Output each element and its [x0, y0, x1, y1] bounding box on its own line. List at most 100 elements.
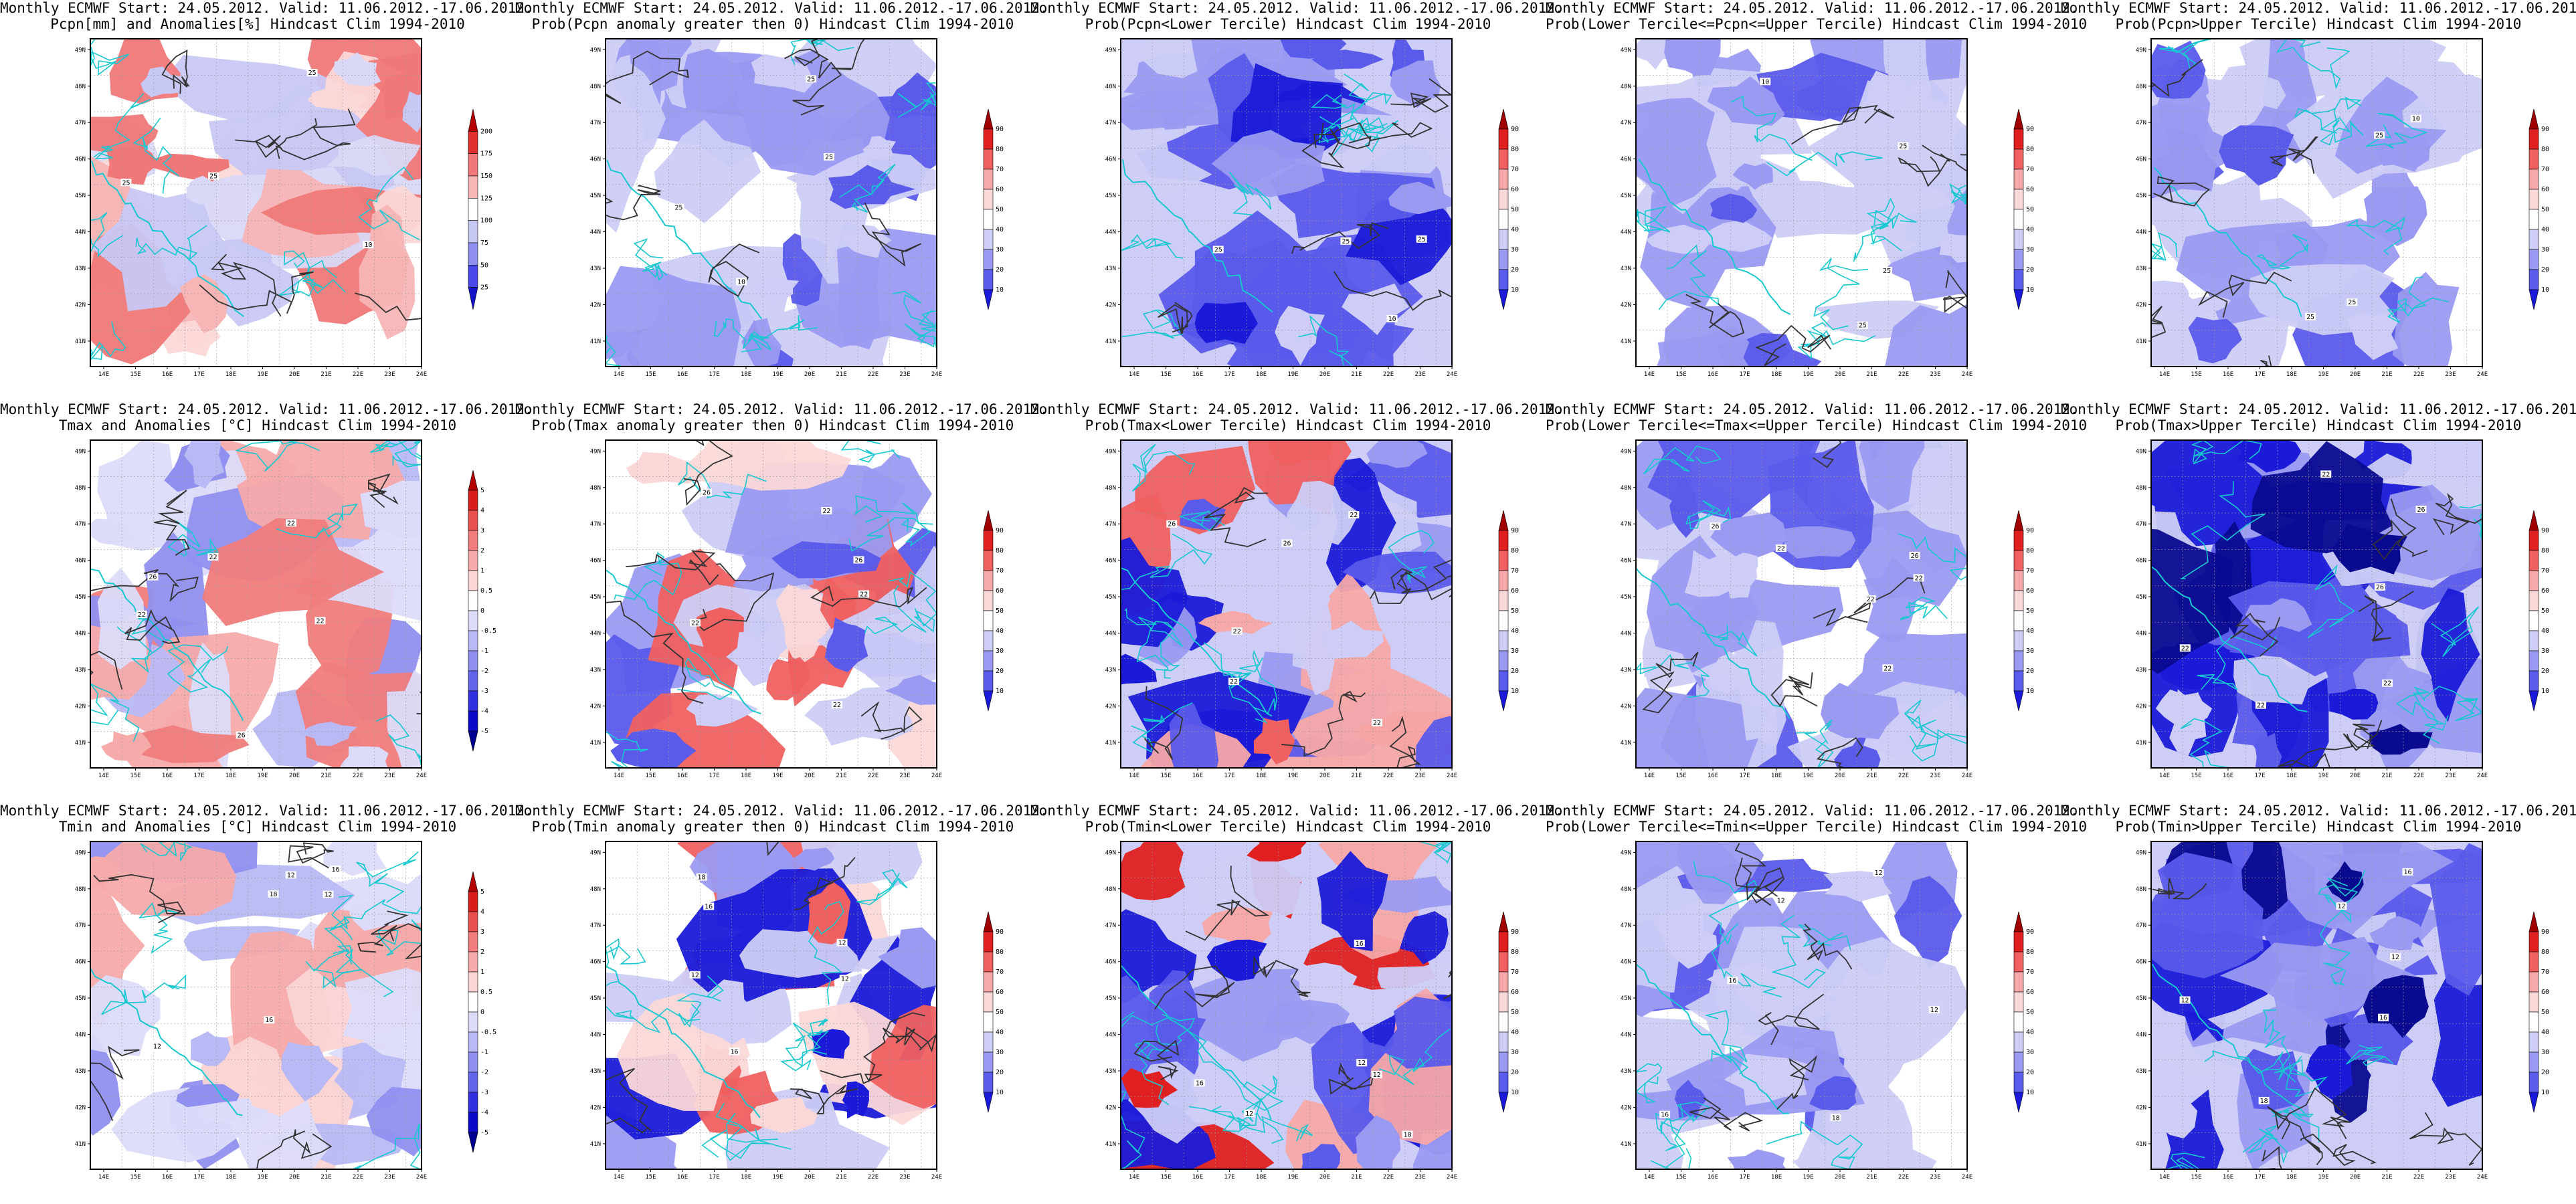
coastline — [90, 967, 243, 1116]
map-panel: Monthly ECMWF Start: 24.05.2012. Valid: … — [515, 0, 1048, 401]
colorbar-segment — [1498, 951, 1509, 973]
contour-line — [1758, 993, 1825, 1045]
lon-label: 15E — [130, 1174, 141, 1181]
colorbar-label: 90 — [996, 928, 1004, 936]
lat-label: 48N — [590, 84, 601, 90]
colorbar-label: 80 — [996, 146, 1004, 153]
border-line — [1298, 315, 1354, 367]
colorbar-label: 20 — [2026, 266, 2034, 274]
colorbar-label: 60 — [996, 186, 1004, 193]
shaded-field — [1253, 718, 1295, 765]
lon-label: 14E — [614, 773, 624, 779]
lat-label: 48N — [2136, 886, 2146, 893]
lon-label: 20E — [2350, 1174, 2361, 1181]
colorbar-bottom-arrow — [1498, 1092, 1509, 1113]
colorbar-label: 90 — [1511, 928, 1519, 936]
colorbar-segment — [468, 198, 478, 221]
lat-label: 45N — [1621, 193, 1631, 199]
lat-label: 41N — [590, 338, 601, 345]
colorbar-segment — [2013, 1051, 2024, 1073]
contour-label: 12 — [838, 940, 846, 947]
lon-label: 16E — [1708, 1174, 1718, 1181]
colorbar-segment — [983, 670, 994, 692]
lon-label: 18E — [741, 1174, 751, 1181]
contour-line — [2151, 59, 2203, 98]
contour-label-box — [1371, 1071, 1382, 1079]
lat-label: 48N — [1621, 886, 1631, 893]
lon-label: 16E — [1192, 371, 1203, 378]
contour-line — [161, 49, 190, 94]
border-line — [1121, 1091, 1145, 1169]
lon-label: 21E — [2381, 371, 2392, 378]
lon-label: 18E — [2286, 773, 2297, 779]
contour-label: 10 — [737, 279, 745, 286]
lon-label: 23E — [2445, 773, 2456, 779]
contour-line — [1389, 716, 1422, 768]
shaded-field — [115, 725, 250, 763]
shaded-field — [2188, 316, 2242, 364]
lat-label: 42N — [590, 1104, 601, 1111]
contour-label: 22 — [2181, 645, 2189, 652]
contour-line — [1776, 1055, 1818, 1110]
lon-label: 19E — [1287, 773, 1298, 779]
colorbar: 90 80 70 60 50 40 30 20 10 — [2013, 510, 2034, 712]
lat-label: 48N — [590, 485, 601, 492]
lat-label: 41N — [2136, 338, 2146, 345]
lat-label: 49N — [590, 47, 601, 54]
lon-label: 24E — [416, 371, 427, 378]
colorbar-label: 0 — [480, 607, 484, 615]
border-line — [376, 714, 422, 768]
colorbar-bottom-arrow — [2013, 690, 2024, 712]
lon-label: 20E — [1319, 371, 1330, 378]
colorbar-segment — [1498, 610, 1509, 631]
colorbar-label: 10 — [2026, 1089, 2034, 1096]
shaded-field — [2254, 732, 2282, 768]
map-frame — [1635, 841, 1968, 1170]
shaded-field — [1867, 70, 1908, 127]
lat-label: 43N — [1105, 1068, 1116, 1075]
colorbar-label: 50 — [2541, 607, 2549, 615]
map-panel: Monthly ECMWF Start: 24.05.2012. Valid: … — [1546, 0, 2087, 401]
contour-label-box — [314, 617, 326, 625]
colorbar-bottom-arrow — [468, 730, 478, 752]
lat-label: 45N — [2136, 995, 2146, 1002]
lat-label: 43N — [1621, 667, 1631, 674]
colorbar-label: 40 — [2026, 1029, 2034, 1036]
lat-label: 41N — [590, 740, 601, 746]
contour-label: 22 — [1915, 575, 1923, 582]
border-line — [2307, 564, 2355, 638]
border-line — [1132, 443, 1196, 492]
contour-line — [862, 202, 921, 267]
contour-label-box — [286, 519, 297, 527]
lon-label: 15E — [2191, 371, 2201, 378]
border-line — [904, 309, 937, 350]
colorbar-segment — [468, 570, 478, 591]
colorbar-segment — [2528, 530, 2539, 551]
contour-label-box — [1727, 977, 1738, 985]
colorbar-label: 90 — [2026, 126, 2034, 133]
colorbar-label: 60 — [2026, 186, 2034, 193]
colorbar-segment — [983, 189, 994, 210]
lon-label: 15E — [1160, 773, 1171, 779]
lat-label: 45N — [590, 594, 601, 601]
border-line — [329, 894, 422, 932]
contour-line — [1390, 568, 1452, 601]
lon-label: 17E — [2254, 371, 2265, 378]
colorbar-segment — [1498, 249, 1509, 270]
contour-line — [1281, 690, 1366, 757]
lat-label: 42N — [1105, 703, 1116, 710]
panel-title-line2: Tmax and Anomalies [°C] Hindcast Clim 19… — [58, 417, 457, 433]
contour-label-box — [2415, 505, 2427, 513]
colorbar-bottom-arrow — [2528, 1092, 2539, 1113]
colorbar-label: 10 — [2026, 286, 2034, 294]
border-line — [1388, 530, 1435, 583]
lat-label: 43N — [1621, 1068, 1631, 1075]
contour-label-box — [1873, 869, 1884, 877]
map-svg: 16 12 12 16 12 18 49N 48N 47N 46N 45N 44N 43N 42N 41N 1… — [590, 841, 1004, 1181]
shaded-field — [775, 584, 830, 664]
panel-title-line1: Monthly ECMWF Start: 24.05.2012. Valid: … — [515, 401, 1048, 417]
contour-line — [357, 910, 409, 953]
lon-label: 14E — [2159, 371, 2170, 378]
colorbar-segment — [2013, 209, 2024, 230]
lat-label: 48N — [75, 84, 86, 90]
